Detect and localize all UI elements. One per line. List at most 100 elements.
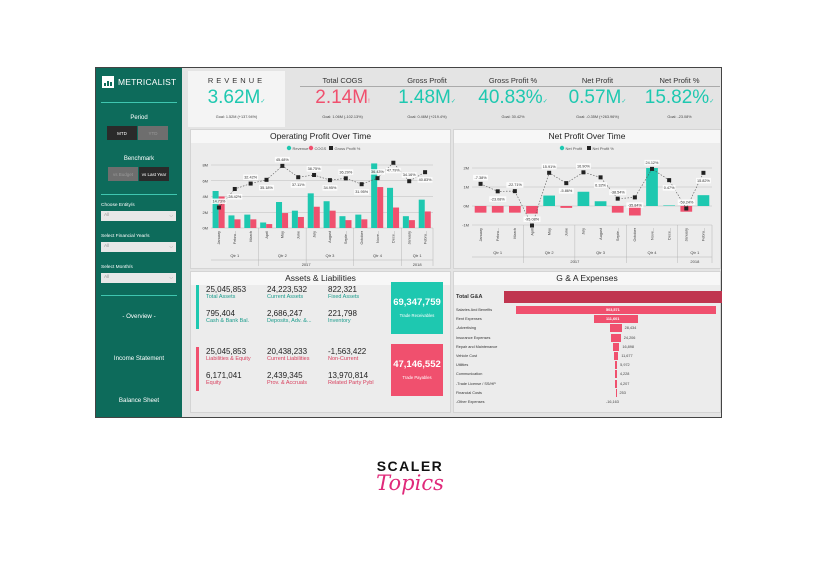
bar-cogs — [234, 219, 241, 228]
line-gross-profit-- — [218, 162, 426, 208]
entity-dropdown-value: All — [104, 213, 110, 218]
data-label: -95.08% — [525, 218, 540, 222]
funnel-label: Total G&A — [456, 294, 483, 300]
bar-net-profit — [611, 206, 624, 213]
data-label: -5.86% — [560, 189, 573, 193]
data-label-bg — [594, 182, 607, 188]
metric-value: -1,563,422 — [328, 347, 367, 356]
funnel-bar[interactable] — [613, 352, 619, 360]
logo-text-bottom: Topics — [376, 471, 444, 495]
period-label: Period — [130, 115, 148, 121]
entity-dropdown[interactable]: All ⌵ — [101, 211, 176, 221]
funnel-bar[interactable] — [612, 342, 620, 351]
data-label: 28.42% — [228, 195, 242, 199]
funnel-bar[interactable] — [615, 388, 617, 397]
metric-value: 6,171,041 — [206, 371, 242, 380]
data-label-bg — [523, 216, 541, 223]
kpi-card[interactable]: Gross Profit % 40.83%✓ Goal: 30.42% — [469, 71, 557, 119]
vs-budget-button[interactable]: vs Budget — [108, 167, 138, 181]
legend-label: Gross Profit % — [335, 146, 361, 151]
nav-balance-sheet[interactable]: Balance Sheet — [118, 397, 160, 404]
data-label-bg — [644, 159, 660, 166]
funnel-bar[interactable] — [610, 324, 622, 333]
chevron-down-icon: ⌵ — [169, 245, 173, 250]
kpi-title: Net Profit — [581, 76, 614, 85]
metric-value: 221,798 — [328, 309, 357, 318]
metric: 795,404 Cash & Bank Bal. — [206, 309, 249, 324]
nav-income-statement[interactable]: Income Statement — [113, 355, 165, 362]
metric-label: Equity — [206, 380, 222, 386]
line-point — [495, 189, 500, 194]
bar-cogs — [250, 219, 257, 228]
data-label: -23.08% — [491, 197, 506, 201]
check-icon: ✓ — [709, 99, 715, 105]
funnel-bar[interactable] — [615, 370, 617, 379]
card-label: Trade Payables — [402, 375, 432, 380]
funnel-value: 24,206 — [623, 335, 636, 340]
funnel-bar[interactable] — [593, 315, 639, 324]
data-label: 16.90% — [577, 164, 591, 168]
bar-revenue — [418, 199, 425, 228]
y-tick-label: 2M — [202, 210, 208, 215]
x-tick-label: Febru... — [233, 231, 237, 244]
funnel-value: 253 — [619, 390, 626, 395]
x-tick-label: Nove... — [376, 231, 380, 243]
funnel-bar[interactable] — [615, 379, 617, 388]
year-filter-label: Select Financial Year/s — [101, 234, 150, 239]
data-label: 6.32% — [595, 183, 606, 187]
funnel-label: Insurance Expenses — [456, 335, 491, 340]
data-label: 0.47% — [664, 186, 675, 190]
data-label: -59.24% — [679, 200, 694, 204]
bar-cogs — [408, 220, 415, 228]
data-label-bg — [662, 185, 676, 191]
kpi-card[interactable]: Gross Profit 1.48M✓ Goal: 0.46M (+219.4%… — [385, 71, 469, 119]
data-label-bg — [626, 202, 644, 208]
metric: 2,439,345 Prov. & Accruals — [267, 371, 307, 386]
panel-title: G & A Expenses — [454, 272, 720, 285]
metric: -1,563,422 Non-Current — [328, 347, 366, 362]
funnel-value: 4,207 — [619, 381, 630, 386]
funnel-bar[interactable] — [614, 361, 618, 370]
bar-cogs — [377, 187, 384, 228]
kpi-card[interactable]: Total COGS 2.14M! Goal: 1.06M (-102.13%) — [300, 71, 385, 119]
period-mtd-button[interactable]: MTD — [107, 126, 137, 140]
line-point — [391, 160, 396, 165]
metric-value: 13,970,814 — [328, 371, 369, 380]
quarter-label: Qtr 2 — [545, 250, 555, 255]
logo-text-top: SCALER — [376, 458, 444, 474]
kpi-card[interactable]: Net Profit 0.57M✓ Goal: -0.35M (+263.96%… — [557, 71, 638, 119]
metric: 13,970,814 Related Party Pybl — [328, 371, 374, 386]
funnel-row: -Trade License / SS/HP 4,207 — [456, 379, 718, 388]
funnel-value: 16,898 — [622, 344, 634, 349]
metric-value: 822,321 — [328, 285, 357, 294]
line-point — [530, 223, 534, 228]
funnel-bar[interactable] — [504, 291, 722, 303]
funnel-row: Repair and Maintenance 16,898 — [456, 342, 718, 351]
data-label-bg — [227, 193, 243, 200]
kpi-value: 3.62M — [207, 87, 261, 108]
period-ytd-button[interactable]: YTD — [138, 126, 168, 140]
divider — [101, 102, 177, 103]
data-label-bg — [211, 198, 227, 205]
year-dropdown-value: All — [104, 244, 110, 249]
vs-last-year-button[interactable]: vs Last Year — [139, 167, 169, 181]
kpi-card[interactable]: Net Profit % 15.82%✓ Goal: -23.08% — [638, 71, 721, 119]
year-dropdown[interactable]: All ⌵ — [101, 242, 176, 252]
funnel-label: Repair and Maintenance — [456, 344, 498, 349]
line-point — [343, 176, 348, 181]
funnel-bar[interactable] — [516, 306, 716, 314]
legend-marker — [587, 146, 591, 150]
kpi-value-wrap: 2.14M! — [300, 87, 385, 113]
data-label: 47.79% — [387, 169, 401, 173]
nav-overview[interactable]: - Overview - — [122, 313, 156, 320]
data-label-bg — [473, 174, 489, 181]
month-dropdown[interactable]: All ⌵ — [101, 273, 176, 283]
funnel-label: Vehicle Cost — [456, 354, 478, 358]
funnel-bar[interactable] — [611, 333, 621, 342]
kpi-title: Gross Profit % — [488, 76, 538, 85]
assets-liabilities-panel: Assets & Liabilities 25,045,853 Total Ass… — [190, 271, 451, 413]
kpi-card[interactable]: REVENUE 3.62M✓ Goal: 1.52M (+137.94%) — [188, 71, 285, 119]
data-label: 38.75% — [308, 167, 322, 171]
kpi-goal: Goal: -0.35M (+263.96%) — [576, 115, 619, 119]
bar-net-profit — [594, 201, 607, 206]
